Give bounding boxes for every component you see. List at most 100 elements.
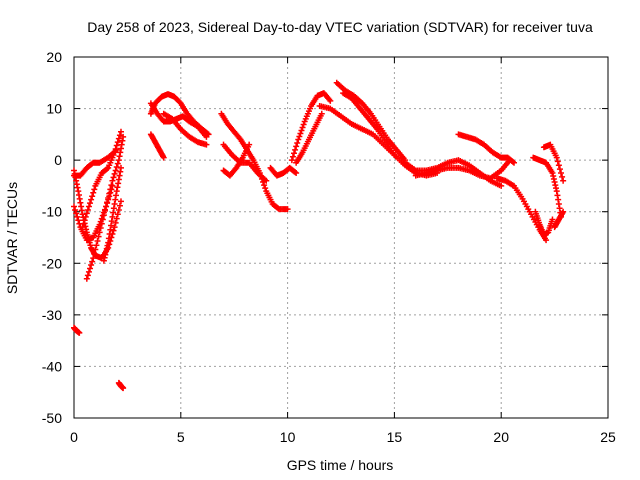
data-point — [104, 199, 111, 206]
data-point — [95, 233, 102, 240]
series-arc-16 — [267, 164, 300, 179]
data-point — [116, 202, 123, 209]
data-point — [560, 208, 567, 215]
data-point — [291, 150, 298, 157]
series-arc-07 — [79, 128, 124, 231]
data-point — [115, 206, 122, 213]
data-point — [84, 272, 91, 279]
data-point — [288, 157, 295, 164]
data-point — [83, 275, 90, 282]
data-point — [549, 216, 556, 223]
series-arc-12 — [160, 110, 210, 148]
data-point — [82, 213, 89, 220]
data-point — [92, 246, 99, 253]
data-point — [246, 141, 253, 148]
data-point — [114, 211, 121, 218]
data-point — [90, 255, 97, 262]
data-point — [554, 158, 561, 165]
y-tick-label: -50 — [42, 410, 62, 426]
y-tick-label: 0 — [54, 152, 62, 168]
data-point — [108, 182, 115, 189]
data-point — [81, 217, 88, 224]
data-point — [327, 97, 334, 104]
data-point — [113, 215, 120, 222]
series-arc-01 — [71, 324, 83, 336]
data-point — [85, 203, 92, 210]
data-point — [80, 220, 87, 227]
data-point — [107, 186, 114, 193]
data-point — [292, 169, 299, 176]
data-point — [91, 250, 98, 257]
data-point — [498, 182, 505, 189]
series-arc-17 — [288, 90, 334, 164]
data-point — [105, 194, 112, 201]
series-arc-08 — [100, 164, 124, 264]
data-point — [553, 154, 560, 161]
data-point — [289, 153, 296, 160]
data-point — [90, 189, 97, 196]
data-point — [83, 210, 90, 217]
data-point — [559, 173, 566, 180]
data-point — [296, 133, 303, 140]
data-point — [203, 141, 210, 148]
data-point — [85, 268, 92, 275]
y-tick-label: -40 — [42, 358, 62, 374]
data-point — [295, 136, 302, 143]
data-point — [297, 130, 304, 137]
data-point — [114, 160, 121, 167]
series-arc-21 — [340, 90, 398, 158]
data-point — [94, 237, 101, 244]
data-point — [543, 237, 550, 244]
data-point — [99, 216, 106, 223]
y-tick-label: 20 — [46, 49, 62, 65]
data-point — [318, 110, 325, 117]
series-arc-05 — [83, 133, 127, 282]
data-point — [111, 170, 118, 177]
y-tick-label: -30 — [42, 307, 62, 323]
data-point — [89, 258, 96, 265]
data-point — [88, 262, 95, 269]
data-point — [261, 182, 268, 189]
data-point — [110, 227, 117, 234]
data-point — [109, 177, 116, 184]
data-point — [109, 182, 116, 189]
series-arc-15 — [220, 141, 253, 179]
data-point — [101, 207, 108, 214]
x-tick-label: 10 — [280, 429, 296, 445]
y-tick-label: -20 — [42, 255, 62, 271]
data-point — [98, 215, 105, 222]
data-point — [110, 174, 117, 181]
data-point — [292, 146, 299, 153]
series-arc-19 — [316, 102, 441, 179]
y-axis-title: SDTVAR / TECUs — [4, 182, 20, 294]
data-point — [120, 133, 127, 140]
data-point — [104, 165, 111, 172]
series-arc-18 — [293, 110, 325, 166]
data-point — [160, 154, 167, 161]
data-point — [391, 151, 398, 158]
data-point — [103, 203, 110, 210]
data-point — [300, 121, 307, 128]
data-point — [84, 206, 91, 213]
data-point — [71, 203, 77, 210]
data-point — [79, 224, 86, 231]
data-point — [96, 229, 103, 236]
data-point — [509, 158, 516, 165]
axes — [73, 56, 609, 419]
data-points — [71, 79, 567, 392]
plot-frame — [73, 56, 609, 419]
data-point — [87, 265, 94, 272]
data-point — [89, 193, 96, 200]
series-arc-13 — [218, 110, 291, 213]
data-point — [558, 170, 565, 177]
x-tick-label: 0 — [70, 429, 78, 445]
series-arc-28 — [540, 141, 567, 184]
data-point — [556, 166, 563, 173]
data-point — [112, 145, 119, 152]
y-tick-label: 10 — [46, 101, 62, 117]
data-point — [98, 220, 105, 227]
x-tick-label: 15 — [387, 429, 403, 445]
data-point — [73, 210, 80, 217]
y-axis-ticks: -50 -40 -30 -20 -10 0 10 20 — [42, 49, 608, 426]
